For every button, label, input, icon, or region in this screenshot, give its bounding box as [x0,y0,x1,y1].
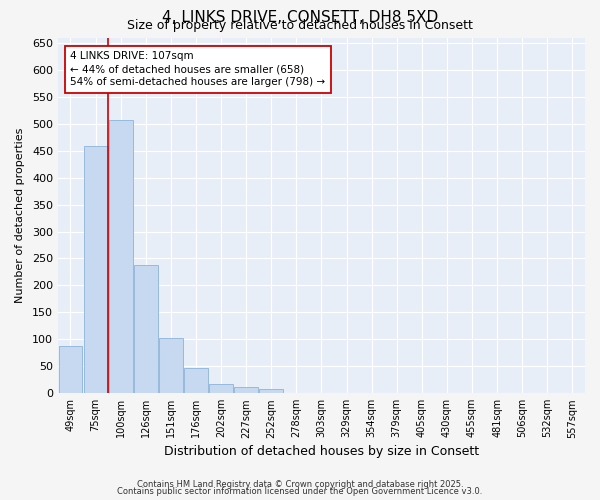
Text: Contains public sector information licensed under the Open Government Licence v3: Contains public sector information licen… [118,487,482,496]
Bar [134,265,158,393]
Bar [560,392,584,393]
Bar [159,338,183,393]
X-axis label: Distribution of detached houses by size in Consett: Distribution of detached houses by size … [164,444,479,458]
Y-axis label: Number of detached properties: Number of detached properties [15,128,25,303]
Bar [209,384,233,393]
Bar [234,386,258,393]
Bar [410,392,434,393]
Bar [59,346,82,393]
Text: 4 LINKS DRIVE: 107sqm
← 44% of detached houses are smaller (658)
54% of semi-det: 4 LINKS DRIVE: 107sqm ← 44% of detached … [70,51,326,88]
Bar [284,392,308,393]
Text: 4, LINKS DRIVE, CONSETT, DH8 5XD: 4, LINKS DRIVE, CONSETT, DH8 5XD [162,10,438,25]
Bar [259,389,283,393]
Text: Contains HM Land Registry data © Crown copyright and database right 2025.: Contains HM Land Registry data © Crown c… [137,480,463,489]
Bar [83,146,107,393]
Bar [485,392,509,393]
Text: Size of property relative to detached houses in Consett: Size of property relative to detached ho… [127,19,473,32]
Bar [184,368,208,393]
Bar [109,120,133,393]
